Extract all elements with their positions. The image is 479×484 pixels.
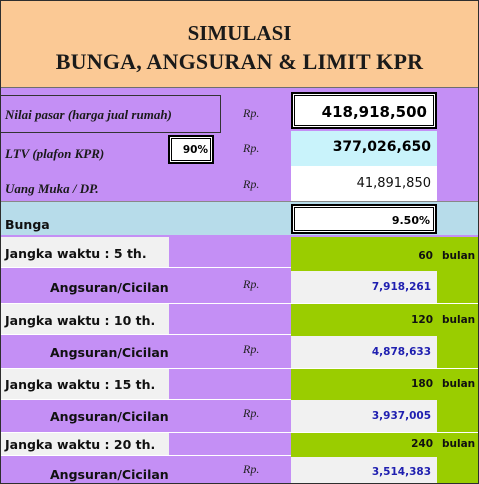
term-3-months: 180 — [411, 378, 433, 390]
bunga-input[interactable]: 9.50% — [291, 204, 437, 234]
term-2-divider — [1, 334, 291, 335]
term-1-label-cell — [1, 237, 169, 267]
term-1-cicilan-label: Angsuran/Cicilan — [50, 280, 169, 295]
term-3-unit: bulan — [442, 378, 476, 390]
term-3-label-cell — [1, 369, 169, 399]
term-3-divider — [1, 399, 291, 400]
term-4-cicilan: 3,514,383 — [291, 457, 437, 483]
nilai-pasar-input[interactable]: 418,918,500 — [291, 92, 437, 129]
term-4-unit: bulan — [442, 438, 476, 450]
term-2-cicilan-label: Angsuran/Cicilan — [50, 345, 169, 360]
term-3-top-divider — [1, 368, 478, 369]
title-line-2: BUNGA, ANGSURAN & LIMIT KPR — [55, 49, 424, 74]
ltv-currency: Rp. — [243, 141, 260, 155]
term-4-cicilan-label: Angsuran/Cicilan — [50, 467, 169, 482]
ltv-percent-input[interactable]: 90% — [168, 135, 214, 164]
term-1-months: 60 — [418, 250, 433, 262]
nilai-pasar-label: Nilai pasar (harga jual rumah) — [5, 107, 172, 122]
uang-muka-label: Uang Muka / DP. — [5, 181, 99, 196]
term-4-months: 240 — [411, 438, 433, 450]
term-2-currency: Rp. — [243, 342, 260, 356]
term-3-cicilan-label: Angsuran/Cicilan — [50, 409, 169, 424]
term-2-label: Jangka waktu : 10 th. — [5, 313, 156, 328]
term-1-unit: bulan — [442, 250, 476, 262]
ltv-value: 377,026,650 — [291, 131, 437, 166]
term-1-cicilan: 7,918,261 — [291, 271, 437, 303]
uang-muka-value: 41,891,850 — [291, 166, 437, 201]
title-area: SIMULASI BUNGA, ANGSURAN & LIMIT KPR — [1, 1, 478, 88]
term-4-divider — [1, 455, 291, 456]
term-3-label: Jangka waktu : 15 th. — [5, 377, 156, 392]
term-2-months: 120 — [411, 314, 433, 326]
term-4-currency: Rp. — [243, 462, 260, 476]
uang-muka-currency: Rp. — [243, 177, 260, 191]
ltv-label: LTV (plafon KPR) — [5, 146, 105, 161]
term-2-unit: bulan — [442, 314, 476, 326]
nilai-pasar-label-box — [1, 95, 221, 133]
term-4-top-divider — [1, 432, 478, 433]
term-2-top-divider — [1, 303, 478, 304]
term-3-currency: Rp. — [243, 406, 260, 420]
title-line-1: SIMULASI — [187, 21, 292, 45]
term-1-divider — [1, 267, 291, 268]
term-2-cicilan: 4,878,633 — [291, 336, 437, 368]
nilai-pasar-currency: Rp. — [243, 106, 260, 120]
bunga-label: Bunga — [5, 217, 50, 232]
term-3-cicilan: 3,937,005 — [291, 400, 437, 432]
term-1-label: Jangka waktu : 5 th. — [5, 246, 147, 261]
term-1-currency: Rp. — [243, 277, 260, 291]
term-2-label-cell — [1, 304, 169, 334]
term-4-label-cell — [1, 433, 169, 455]
term-4-label: Jangka waktu : 20 th. — [5, 437, 156, 452]
